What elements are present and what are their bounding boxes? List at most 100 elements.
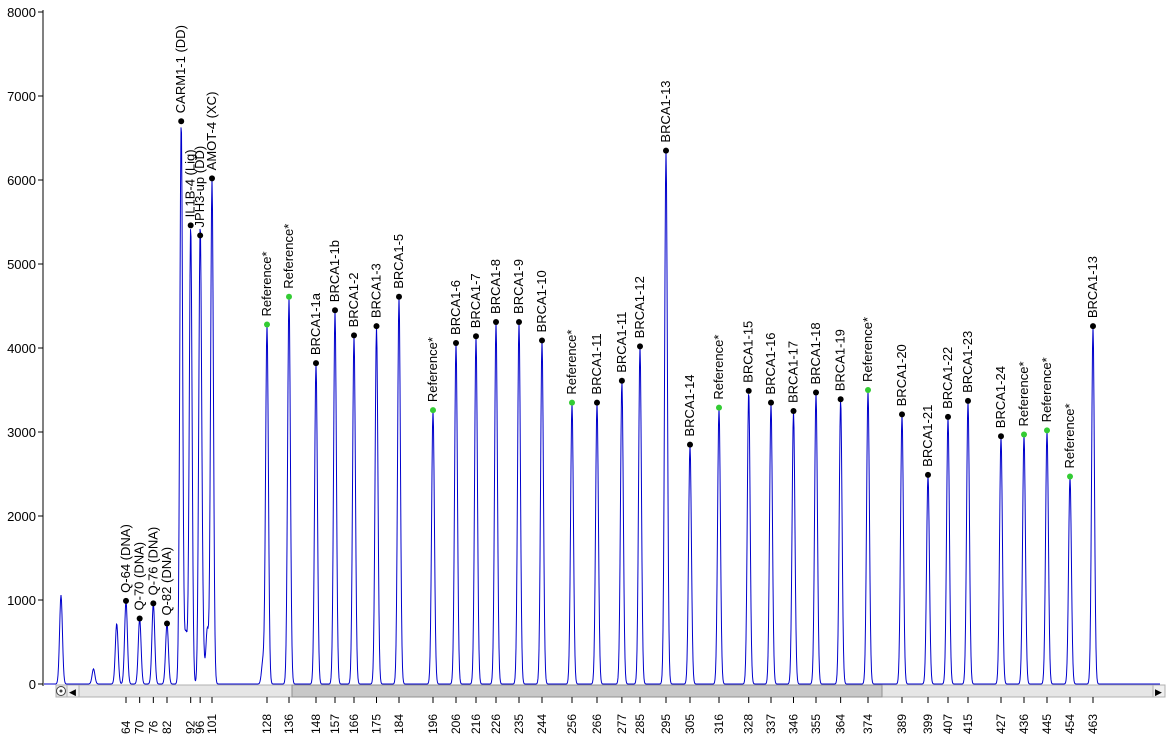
probe-peak-marker[interactable] — [123, 597, 129, 604]
peak-label: BRCA1-21 — [920, 405, 935, 467]
probe-peak-marker[interactable] — [539, 337, 545, 344]
probe-peak-marker[interactable] — [998, 433, 1004, 440]
probe-peak-marker[interactable] — [351, 332, 357, 339]
probe-peak-marker[interactable] — [453, 339, 459, 346]
peak-label: BRCA1-20 — [894, 344, 909, 406]
peak-label: JPH3-up (DD) — [192, 146, 207, 228]
peak-label: Reference* — [425, 337, 440, 402]
peak-label: BRCA1-14 — [682, 374, 697, 436]
reference-peak-marker[interactable] — [569, 399, 575, 406]
probe-peak-marker[interactable] — [136, 615, 143, 622]
x-tick-label: 166 — [347, 714, 361, 734]
probe-peak-marker[interactable] — [837, 396, 844, 403]
x-tick-label: 316 — [712, 714, 726, 734]
reference-peak-marker[interactable] — [716, 404, 722, 411]
probe-peak-marker[interactable] — [493, 318, 499, 325]
probe-peak-marker[interactable] — [745, 387, 752, 394]
peak-label: BRCA1-6 — [448, 280, 463, 335]
probe-peak-marker[interactable] — [313, 360, 319, 367]
peak-label: Reference* — [564, 330, 579, 395]
y-tick-label: 2000 — [7, 509, 36, 524]
peak-label: BRCA1-15 — [741, 321, 756, 383]
x-tick-label: 128 — [260, 714, 274, 734]
x-tick-label: 277 — [615, 714, 629, 734]
probe-peak-marker[interactable] — [396, 293, 402, 300]
probe-peak-marker[interactable] — [637, 343, 643, 350]
x-tick-label: 436 — [1017, 714, 1031, 734]
x-tick-label: 374 — [861, 714, 875, 734]
x-tick-label: 328 — [742, 714, 756, 734]
probe-peak-marker[interactable] — [594, 399, 600, 406]
peak-label: BRCA1-1a — [308, 292, 323, 355]
y-axis-ticks: 0 1000 2000 3000 4000 5000 6000 7000 8000 — [7, 5, 43, 692]
scroll-thumb[interactable] — [291, 684, 883, 698]
x-tick-label: 244 — [535, 714, 549, 734]
probe-peak-marker[interactable] — [178, 118, 185, 125]
probe-peak-marker[interactable] — [473, 333, 479, 340]
x-tick-label: 399 — [921, 714, 935, 734]
peak-label: BRCA1-19 — [833, 329, 848, 391]
peak-label: Reference* — [259, 251, 274, 316]
reference-peak-marker[interactable] — [1067, 473, 1073, 480]
peak-label: IL1B-4 (Lig) — [183, 149, 198, 217]
peak-label: BRCA1-8 — [488, 259, 503, 314]
probe-peak-marker[interactable] — [813, 389, 819, 396]
x-tick-label: 407 — [941, 714, 955, 734]
peak-labels: Q-64 (DNA)Q-70 (DNA)Q-76 (DNA)Q-82 (DNA)… — [118, 25, 1100, 615]
probe-peak-marker[interactable] — [945, 413, 951, 420]
probe-peak-marker[interactable] — [899, 411, 905, 418]
reference-peak-marker[interactable] — [865, 387, 871, 393]
zoom-reset-icon-dot — [59, 689, 63, 693]
probe-peak-marker[interactable] — [663, 147, 669, 154]
x-tick-label: 76 — [146, 720, 160, 734]
x-tick-label: 82 — [160, 720, 174, 734]
probe-peak-marker[interactable] — [768, 399, 774, 406]
x-tick-label: 346 — [787, 714, 801, 734]
probe-peak-marker[interactable] — [790, 408, 797, 414]
x-tick-label: 64 — [119, 720, 133, 734]
reference-peak-marker[interactable] — [430, 407, 436, 414]
x-tick-label: 196 — [426, 714, 440, 734]
horizontal-scrollbar[interactable]: ◀ ▶ — [55, 684, 1166, 698]
peak-label: Q-82 (DNA) — [159, 547, 174, 616]
y-tick-label: 8000 — [7, 5, 36, 20]
peak-label: BRCA1-11 — [589, 333, 604, 394]
peak-label: BRCA1-5 — [391, 234, 406, 289]
x-tick-label: 92 — [184, 720, 198, 734]
probe-peak-marker[interactable] — [516, 318, 522, 325]
x-tick-label: 389 — [895, 714, 909, 734]
probe-peak-marker[interactable] — [187, 222, 194, 229]
peak-label: Q-70 (DNA) — [132, 542, 147, 611]
reference-peak-marker[interactable] — [264, 321, 270, 328]
reference-peak-marker[interactable] — [286, 293, 292, 300]
probe-peak-marker[interactable] — [965, 397, 971, 404]
x-tick-label: 184 — [392, 714, 406, 734]
x-tick-label: 427 — [994, 714, 1008, 734]
probe-peak-marker[interactable] — [197, 232, 204, 239]
peak-label: BRCA1-9 — [511, 259, 526, 314]
probe-peak-marker[interactable] — [618, 377, 625, 384]
probe-peak-marker[interactable] — [209, 175, 215, 182]
reference-peak-marker[interactable] — [1044, 427, 1050, 434]
peak-label: BRCA1-3 — [369, 263, 384, 318]
reference-peak-marker[interactable] — [1021, 431, 1027, 438]
probe-peak-marker[interactable] — [1090, 323, 1096, 330]
probe-peak-marker[interactable] — [150, 600, 157, 607]
peak-label: BRCA1-1b — [327, 240, 342, 302]
probe-peak-marker[interactable] — [373, 323, 380, 330]
x-tick-label: 364 — [834, 714, 848, 734]
peak-label: BRCA1-23 — [960, 331, 975, 393]
probe-peak-marker[interactable] — [332, 307, 338, 314]
probe-peak-marker[interactable] — [925, 471, 931, 478]
scroll-left-button[interactable] — [66, 684, 80, 698]
x-tick-label: 454 — [1063, 714, 1077, 734]
y-tick-label: 1000 — [7, 593, 36, 608]
peak-label: BRCA1-11 — [614, 312, 629, 373]
x-tick-label: 415 — [961, 714, 975, 734]
probe-peak-marker[interactable] — [687, 441, 693, 448]
x-tick-label: 206 — [449, 714, 463, 734]
scroll-right-button[interactable] — [1152, 684, 1166, 698]
x-tick-label: 148 — [309, 714, 323, 734]
probe-peak-marker[interactable] — [164, 620, 170, 627]
x-tick-label: 337 — [764, 714, 778, 734]
